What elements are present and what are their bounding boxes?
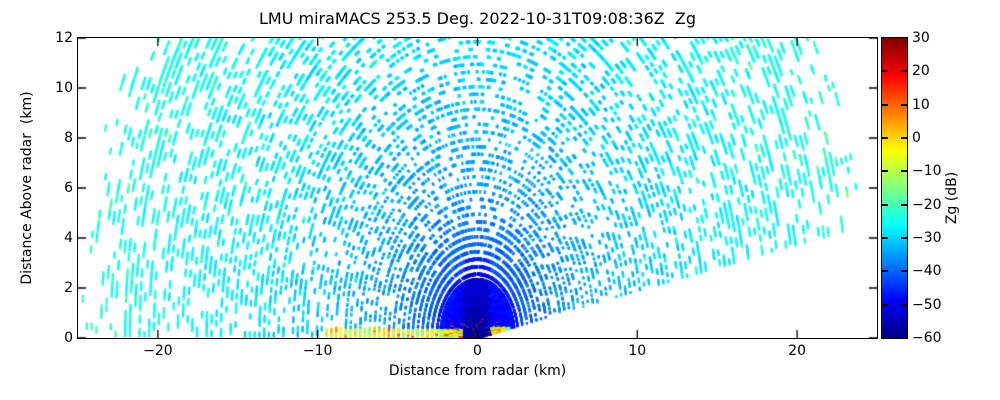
colorbar-tick-label: −40 bbox=[912, 263, 942, 280]
x-tick-label: 20 bbox=[788, 343, 806, 359]
y-axis-label: Distance Above radar (km) bbox=[19, 91, 35, 285]
y-tick-label: 8 bbox=[64, 130, 73, 146]
colorbar-tick-mark bbox=[882, 70, 888, 73]
colorbar-tick-mark bbox=[901, 137, 907, 139]
colorbar-tick-mark bbox=[901, 103, 907, 106]
colorbar-tick-label: 0 bbox=[912, 130, 921, 146]
y-tick-label: 2 bbox=[64, 280, 73, 296]
colorbar-tick-label: 20 bbox=[912, 63, 930, 80]
colorbar-tick-mark bbox=[901, 303, 907, 306]
y-tick-label: 12 bbox=[55, 30, 73, 46]
colorbar-tick-mark bbox=[882, 170, 888, 173]
rhi-plot-area bbox=[78, 38, 877, 338]
y-tick-label: 0 bbox=[64, 330, 73, 346]
chart-title: LMU miraMACS 253.5 Deg. 2022-10-31T09:08… bbox=[258, 9, 697, 28]
colorbar-tick-mark bbox=[901, 237, 907, 239]
colorbar-tick-label: −10 bbox=[912, 163, 942, 180]
colorbar-tick-label: −20 bbox=[912, 196, 942, 213]
colorbar-tick-mark bbox=[882, 137, 888, 139]
y-tick-label: 10 bbox=[55, 80, 73, 96]
colorbar-tick-mark bbox=[901, 203, 907, 206]
colorbar-tick-mark bbox=[901, 170, 907, 173]
colorbar-tick-mark bbox=[882, 237, 888, 239]
colorbar-frame bbox=[881, 37, 908, 339]
colorbar-tick-mark bbox=[882, 303, 888, 306]
y-tick-label: 6 bbox=[64, 180, 73, 196]
colorbar bbox=[882, 38, 907, 338]
colorbar-tick-label: 30 bbox=[912, 30, 930, 46]
colorbar-tick-mark bbox=[882, 270, 888, 273]
colorbar-tick-mark bbox=[901, 70, 907, 73]
y-tick-label: 4 bbox=[64, 230, 73, 246]
colorbar-tick-label: −60 bbox=[912, 330, 942, 346]
axes-frame bbox=[77, 37, 878, 339]
colorbar-tick-mark bbox=[882, 103, 888, 106]
x-tick-label: 0 bbox=[473, 343, 482, 359]
x-tick-label: 10 bbox=[628, 343, 647, 359]
x-tick-label: −10 bbox=[302, 343, 333, 359]
colorbar-tick-mark bbox=[901, 270, 907, 273]
colorbar-tick-label: 10 bbox=[912, 96, 930, 113]
colorbar-tick-label: −50 bbox=[912, 296, 942, 313]
colorbar-tick-label: −30 bbox=[912, 230, 942, 246]
colorbar-tick-mark bbox=[882, 203, 888, 206]
x-axis-label: Distance from radar (km) bbox=[388, 363, 567, 379]
x-tick-label: −20 bbox=[143, 343, 173, 359]
